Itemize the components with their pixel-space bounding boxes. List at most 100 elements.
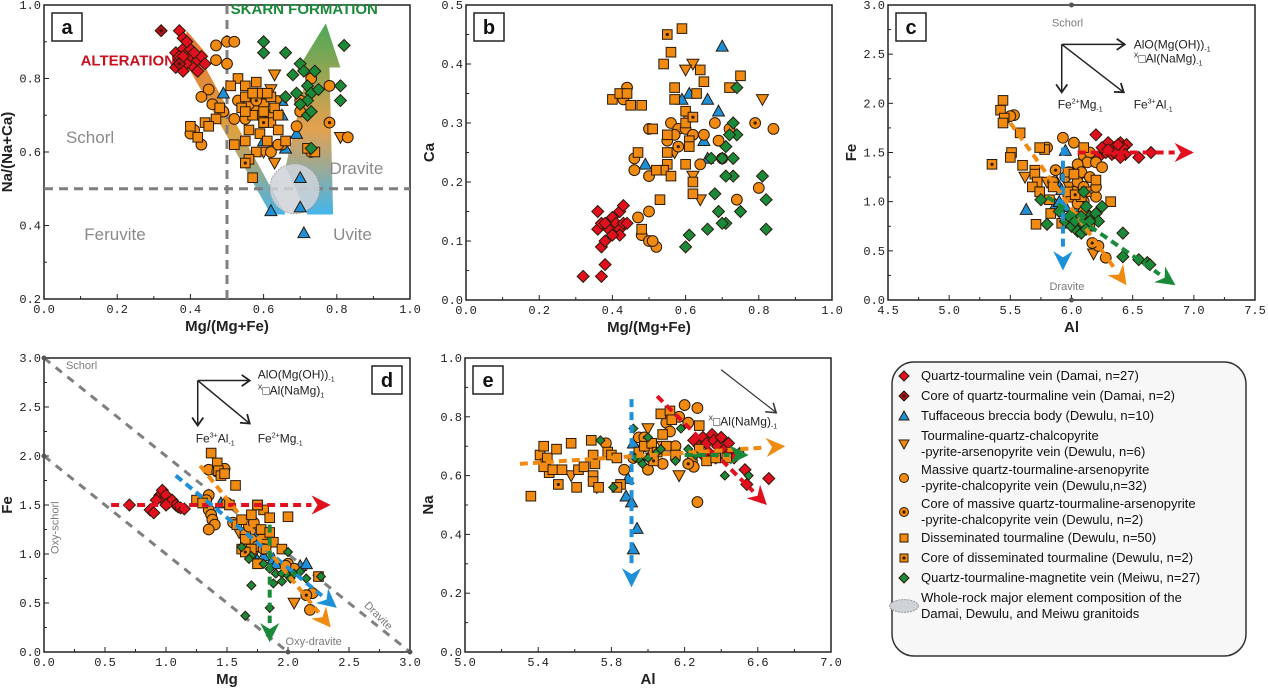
core-dot <box>262 121 266 125</box>
data-point <box>655 443 667 455</box>
trend-arrow-magnetite-head <box>260 623 280 643</box>
x-tick-label: 0.6 <box>675 304 697 318</box>
dravite-field-label: Dravite <box>329 159 383 178</box>
legend-label: Tourmaline-quartz-chalcopyrite <box>921 428 1099 443</box>
plot-frame <box>43 4 411 300</box>
x-tick-label: 5.0 <box>454 656 476 670</box>
series-core_dissem <box>986 159 1081 201</box>
y-tick-label: 1.0 <box>440 352 462 366</box>
data-point <box>585 435 597 446</box>
data-point <box>1079 199 1093 214</box>
x-tick-label: 7.0 <box>820 656 842 670</box>
x-tick-label: 6.6 <box>747 656 769 670</box>
data-point <box>655 408 667 420</box>
panel-label: a <box>61 17 73 39</box>
uvite-field-label: Uvite <box>333 225 372 244</box>
data-point <box>243 124 255 136</box>
data-point <box>308 64 322 78</box>
data-point <box>618 463 631 476</box>
panel-label: b <box>483 17 495 39</box>
x-tick-label: 2.5 <box>338 656 360 670</box>
trend-arrow-tuff-head <box>621 568 642 588</box>
data-point <box>216 86 231 99</box>
data-point <box>341 131 354 144</box>
data-point <box>1077 185 1091 199</box>
data-point <box>767 122 780 135</box>
trend-arrow-massive-head <box>1107 264 1127 286</box>
data-point <box>642 463 654 476</box>
data-point <box>240 80 251 92</box>
core-dot <box>243 550 247 554</box>
x-tick-label: 0.8 <box>748 304 770 318</box>
data-point <box>250 146 262 158</box>
exchange-vector-alo-head <box>1116 37 1127 51</box>
data-point <box>246 509 257 521</box>
vector-label-fe2mg: Fe2+Mg-1 <box>1058 97 1103 113</box>
exchange-vector-fe3al-head <box>1113 82 1125 94</box>
data-point <box>598 216 612 231</box>
data-point <box>240 610 251 621</box>
data-point <box>547 464 559 476</box>
data-point <box>280 135 291 147</box>
data-point <box>571 482 582 493</box>
data-point <box>636 223 647 235</box>
data-point <box>641 423 655 436</box>
data-point <box>205 447 217 459</box>
trend-arrow-qtv-head <box>746 484 767 505</box>
legend-item: Core of massive quartz-tourmaline-arseno… <box>899 496 1196 527</box>
legend-label: -pyrite-arsenopyrite vein (Dewulu, n=6) <box>921 444 1145 459</box>
y-tick-label: 0.6 <box>440 470 462 484</box>
data-point <box>657 429 668 440</box>
data-point <box>680 117 691 129</box>
core-dot <box>902 556 906 560</box>
data-point <box>598 257 612 272</box>
legend-item: Core of disseminated tourmaline (Dewulu,… <box>899 550 1193 565</box>
data-point <box>759 222 773 236</box>
data-point <box>730 80 744 95</box>
data-point <box>621 88 633 99</box>
x-axis-label: Mg <box>216 671 238 688</box>
x-tick-label: 0.2 <box>528 304 550 318</box>
legend-item: Whole-rock major element composition of … <box>889 590 1182 621</box>
panel-label: d <box>381 370 393 392</box>
data-point <box>1057 131 1069 144</box>
x-axis-label: Mg/(Mg+Fe) <box>185 318 269 335</box>
trend-arrow-massive-line <box>519 445 767 466</box>
data-point <box>304 141 318 156</box>
data-point <box>1005 152 1016 163</box>
data-point <box>282 546 294 558</box>
data-point <box>180 35 194 49</box>
data-point <box>1019 202 1034 215</box>
data-point <box>669 94 680 105</box>
core-dot <box>686 462 690 466</box>
data-point <box>293 170 308 184</box>
x-tick-label: 0.6 <box>253 303 275 317</box>
data-point <box>619 489 633 502</box>
y-tick-label: 2.0 <box>863 97 885 111</box>
data-point <box>587 476 599 487</box>
data-point <box>1116 226 1130 240</box>
data-point <box>628 164 641 177</box>
x-tick-label: 4.5 <box>877 304 899 318</box>
data-point <box>698 128 710 141</box>
y-tick-label: 1.5 <box>863 147 885 161</box>
vector-label-fe2mg: Fe2+Mg-1 <box>258 432 303 448</box>
data-point <box>247 87 258 99</box>
data-point <box>202 83 215 96</box>
vector-label-alo: AlO(Mg(OH))-1 <box>1134 37 1211 53</box>
data-point <box>625 100 637 111</box>
y-axis-label: Na <box>420 495 437 515</box>
panel-label-box <box>895 12 927 42</box>
vector-label-fe3al: Fe3+Al-1 <box>196 432 235 448</box>
data-point <box>1116 250 1130 264</box>
legend-label: Quartz-tourmaline-magnetite vein (Meiwu,… <box>921 570 1200 585</box>
data-point <box>651 164 662 176</box>
endmember-point <box>407 649 413 655</box>
y-tick-label: 1.0 <box>19 0 41 13</box>
y-tick-label: 0.2 <box>19 293 41 307</box>
core-dot <box>304 593 308 597</box>
x-tick-label: 6.2 <box>674 656 696 670</box>
core-dot <box>254 98 258 103</box>
y-tick-label: 0.0 <box>863 294 885 308</box>
data-point <box>589 458 601 470</box>
